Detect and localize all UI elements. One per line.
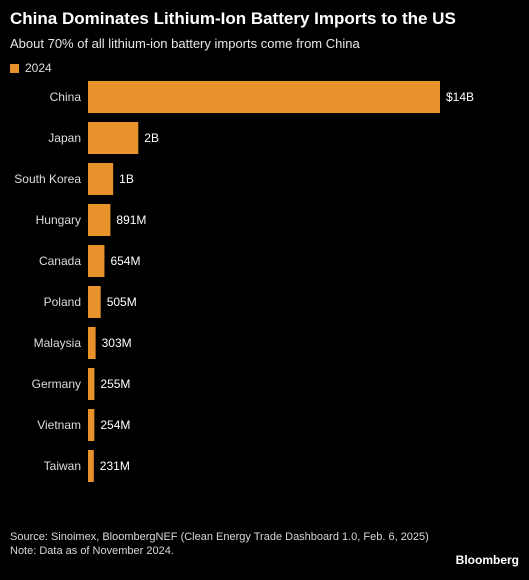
category-label: Poland <box>44 295 81 309</box>
category-label: Hungary <box>36 213 81 227</box>
legend-swatch <box>10 63 19 73</box>
chart-title: China Dominates Lithium-Ion Battery Impo… <box>10 9 456 28</box>
bar <box>88 245 105 277</box>
bloomberg-logo: Bloomberg <box>455 553 519 567</box>
bar <box>88 286 101 318</box>
data-label: 254M <box>100 418 130 432</box>
legend-label: 2024 <box>25 61 52 75</box>
category-label: South Korea <box>14 172 81 186</box>
bar <box>88 204 111 236</box>
category-label: Canada <box>39 254 81 268</box>
data-label: 1B <box>119 172 134 186</box>
data-label: 654M <box>110 254 140 268</box>
footer: Source: Sinoimex, BloombergNEF (Clean En… <box>10 530 430 558</box>
category-label: Taiwan <box>44 459 81 473</box>
legend: 2024 <box>10 61 52 75</box>
bar <box>88 163 114 195</box>
bar <box>88 368 95 400</box>
category-label: Japan <box>48 131 81 145</box>
category-label: Germany <box>32 377 81 391</box>
data-note: Note: Data as of November 2024. <box>10 545 174 557</box>
bar <box>88 81 440 113</box>
data-label: 2B <box>144 131 159 145</box>
chart-subtitle: About 70% of all lithium-ion battery imp… <box>10 36 360 51</box>
data-label: 231M <box>100 459 130 473</box>
data-label: 891M <box>116 213 146 227</box>
category-label: China <box>50 90 82 104</box>
category-label: Malaysia <box>34 336 82 350</box>
data-label: 303M <box>102 336 132 350</box>
source-note: Source: Sinoimex, BloombergNEF (Clean En… <box>10 531 429 543</box>
data-label: $14B <box>446 90 474 104</box>
bar <box>88 122 139 154</box>
data-label: 255M <box>100 377 130 391</box>
category-label: Vietnam <box>37 418 81 432</box>
data-label: 505M <box>107 295 137 309</box>
bar <box>88 327 96 359</box>
bar <box>88 450 94 482</box>
bar <box>88 409 95 441</box>
